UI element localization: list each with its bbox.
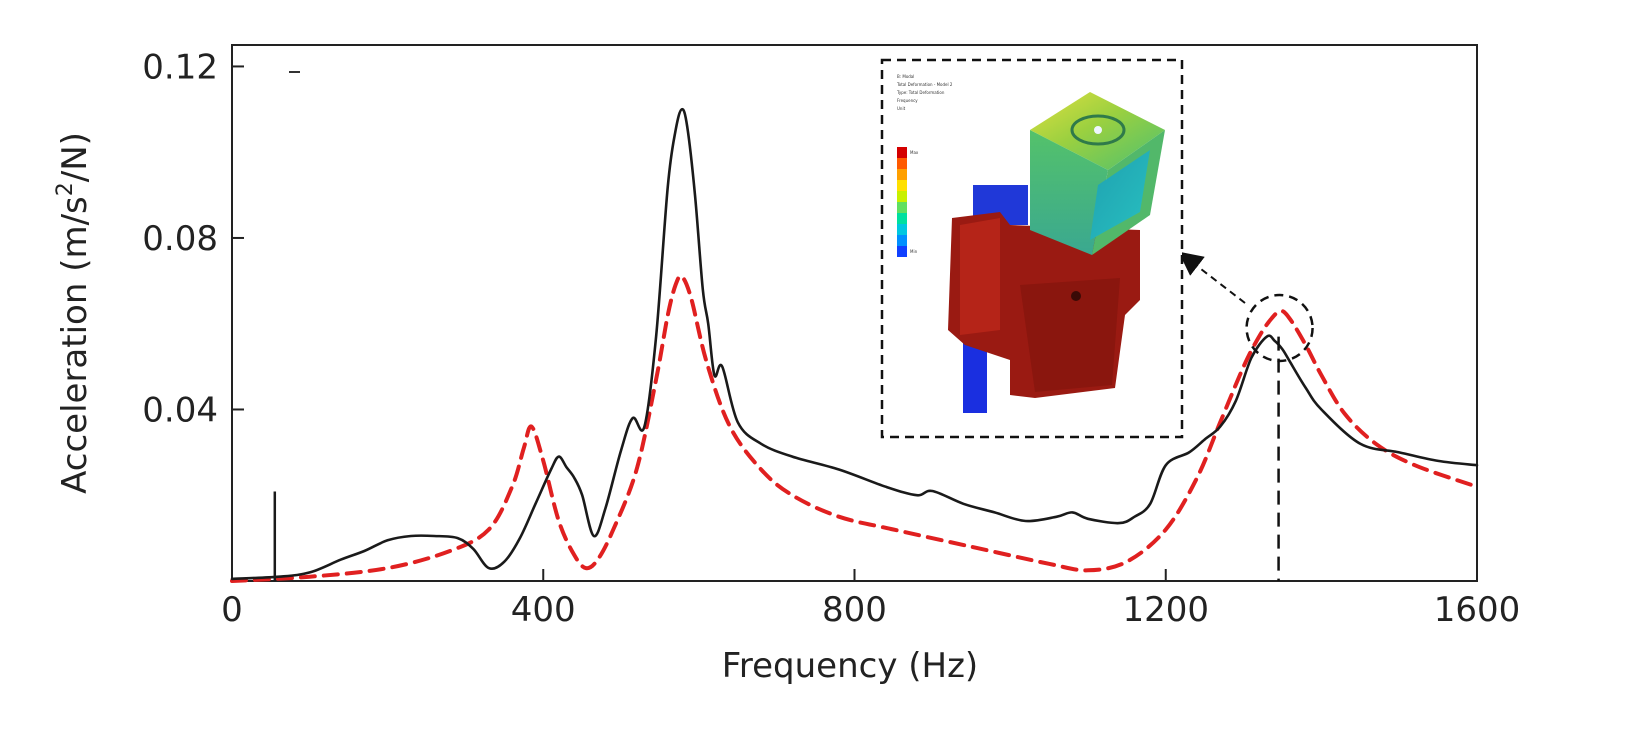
peak-marker-circle (1245, 293, 1314, 363)
y-axis-title-tail: /N) (55, 132, 95, 182)
inset-color-legend: Max Min (897, 147, 919, 257)
inset-legend-swatch (897, 224, 907, 235)
inset-legend-swatch (897, 246, 907, 257)
inset-title-line: Frequency (897, 98, 918, 103)
x-tick-label: 400 (511, 590, 576, 630)
inset-legend-swatch (897, 147, 907, 158)
model-top-ring (1070, 114, 1126, 146)
inset-legend-swatch (897, 202, 907, 213)
inset-title-block: B: Modal Total Deformation - Model 2 Type:… (896, 74, 953, 111)
y-axis-title: Acceleration (m/s2/N) (53, 132, 95, 494)
y-tick-label: 0.04 (142, 390, 218, 430)
peak-pointer-arrow (1178, 251, 1246, 304)
series-line-solid (230, 107, 1479, 581)
y-axis-title-main: Acceleration (m/s (55, 196, 95, 494)
inset-legend-swatch (897, 158, 907, 169)
plot-frame (231, 44, 1478, 582)
y-axis-ticks: 0.04 0.08 0.12 (142, 47, 244, 430)
model-red-lower (1020, 278, 1120, 392)
x-tick-label: 0 (221, 590, 243, 630)
x-tick-label: 800 (822, 590, 887, 630)
series-line-dashed (230, 274, 1479, 583)
inset-legend-swatch (897, 180, 907, 191)
inset-mode-shape: B: Modal Total Deformation - Model 2 Type:… (880, 58, 1184, 439)
y-tick-label: 0.12 (142, 47, 218, 87)
x-tick-label: 1200 (1122, 590, 1209, 630)
inset-legend-swatch (897, 169, 907, 180)
model-inner-opening (1090, 150, 1150, 240)
inset-legend-value: Max (910, 150, 919, 155)
model-red-face (960, 218, 1000, 335)
y-axis-title-superscript: 2 (53, 182, 78, 196)
x-axis-ticks: 0 400 800 1200 1600 (221, 569, 1520, 630)
inset-title-line: B: Modal (897, 74, 914, 79)
model-top-center (1094, 126, 1102, 134)
y-tick-label: 0.08 (142, 219, 218, 259)
x-axis-title: Frequency (Hz) (722, 646, 978, 686)
x-tick-label: 1600 (1434, 590, 1521, 630)
inset-legend-swatch (897, 213, 907, 224)
model-red-hole (1071, 291, 1081, 301)
inset-title-line: Unit (897, 106, 906, 111)
series-layer (230, 107, 1479, 583)
inset-legend-value: Min (910, 249, 918, 254)
model-front-face (1030, 130, 1108, 255)
inset-title-line: Total Deformation - Model 2 (896, 82, 953, 87)
inset-title-line: Type: Total Deformation (896, 90, 945, 95)
mode-shape-model (948, 92, 1165, 413)
inset-legend-swatch (897, 191, 907, 202)
inset-legend-swatch (897, 235, 907, 246)
